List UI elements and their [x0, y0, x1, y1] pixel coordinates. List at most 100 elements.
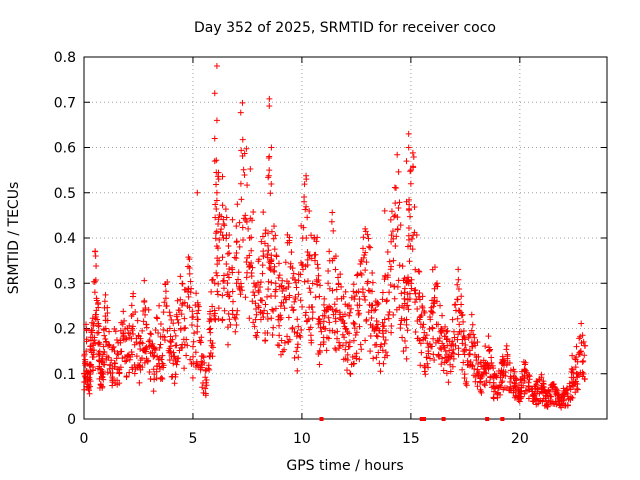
- data-point: [237, 109, 244, 116]
- data-point: [570, 382, 577, 389]
- data-point: [533, 378, 540, 385]
- data-point: [83, 336, 90, 343]
- data-point: [154, 315, 161, 322]
- data-point: [89, 315, 96, 322]
- data-point: [388, 208, 395, 215]
- data-point: [377, 368, 384, 375]
- data-point: [362, 296, 369, 303]
- data-point: [272, 280, 279, 287]
- data-point: [236, 219, 243, 226]
- data-point: [344, 367, 351, 374]
- data-point: [579, 332, 586, 339]
- data-point: [159, 333, 166, 340]
- data-point: [285, 280, 292, 287]
- peak-point: [211, 158, 218, 165]
- data-point: [150, 366, 157, 373]
- data-point: [246, 235, 253, 241]
- data-point: [212, 201, 219, 208]
- data-point: [213, 228, 220, 235]
- data-point: [129, 323, 136, 330]
- data-point: [112, 328, 119, 335]
- data-point: [329, 287, 336, 294]
- data-point: [243, 145, 250, 152]
- data-point: [449, 316, 456, 323]
- data-point: [397, 325, 404, 332]
- peak-point: [303, 176, 310, 183]
- data-point: [214, 261, 221, 268]
- data-point: [243, 274, 250, 281]
- data-point: [355, 288, 362, 295]
- data-point: [337, 342, 344, 349]
- data-point: [356, 302, 363, 309]
- data-point: [430, 303, 437, 310]
- data-point: [477, 386, 484, 393]
- y-tick-label: 0.4: [54, 231, 76, 247]
- data-point: [504, 359, 511, 366]
- data-point: [391, 184, 398, 191]
- data-point: [236, 243, 243, 250]
- data-point: [269, 306, 276, 313]
- peak-point: [407, 180, 414, 187]
- data-point: [104, 369, 111, 376]
- y-tick-label: 0.3: [54, 276, 76, 292]
- data-point: [416, 314, 423, 321]
- y-tick-label: 0.1: [54, 367, 76, 383]
- data-point: [266, 153, 273, 160]
- data-point: [309, 280, 316, 287]
- y-tick-label: 0.2: [54, 322, 76, 338]
- data-point: [250, 209, 257, 215]
- data-point: [431, 299, 438, 306]
- data-point: [525, 372, 532, 379]
- y-tick-label: 0.6: [54, 141, 76, 157]
- data-point: [578, 340, 585, 347]
- data-point: [510, 389, 517, 396]
- data-point: [482, 370, 489, 377]
- data-point: [253, 334, 260, 341]
- data-point: [408, 285, 415, 292]
- data-point: [544, 403, 551, 410]
- data-point: [552, 398, 559, 405]
- data-point: [85, 387, 92, 394]
- data-point: [225, 293, 232, 300]
- data-point: [572, 389, 579, 396]
- data-point: [581, 342, 588, 349]
- data-point: [185, 293, 192, 300]
- data-point: [131, 370, 138, 377]
- baseline-marker: [485, 417, 490, 421]
- data-point: [219, 173, 226, 180]
- data-point: [388, 329, 395, 336]
- data-point: [398, 315, 405, 322]
- data-point: [202, 385, 209, 392]
- data-point: [438, 346, 445, 353]
- data-point: [172, 371, 179, 378]
- data-point: [104, 304, 111, 311]
- data-point: [491, 382, 498, 389]
- data-point: [531, 396, 538, 403]
- data-point: [268, 257, 275, 264]
- data-point: [286, 336, 293, 343]
- data-point: [303, 235, 310, 241]
- data-point: [455, 266, 462, 273]
- data-point: [409, 235, 416, 242]
- data-point: [411, 204, 418, 211]
- data-point: [412, 299, 419, 306]
- data-point: [101, 361, 108, 368]
- data-point: [444, 356, 451, 363]
- data-point: [511, 383, 518, 390]
- data-point: [390, 311, 397, 318]
- data-point: [214, 245, 221, 252]
- data-point: [424, 340, 431, 347]
- data-point: [223, 261, 230, 268]
- data-point: [462, 342, 469, 349]
- data-point: [202, 374, 209, 381]
- data-point: [305, 252, 312, 259]
- data-point: [233, 223, 240, 230]
- data-point: [95, 320, 102, 327]
- data-point: [366, 301, 373, 308]
- y-axis-label: SRMTID / TECUs: [6, 182, 22, 295]
- data-point: [199, 384, 206, 391]
- data-point: [260, 209, 267, 216]
- data-point: [299, 303, 306, 310]
- data-point: [104, 317, 111, 324]
- data-point: [358, 346, 365, 353]
